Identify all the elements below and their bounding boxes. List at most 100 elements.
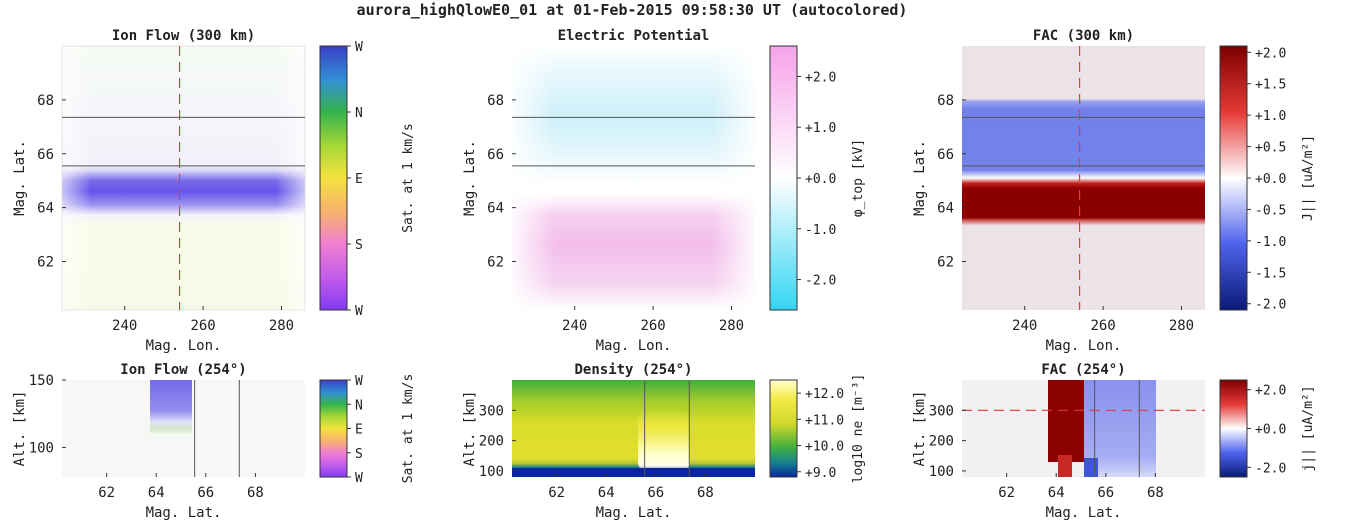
fac_bottom-cb-label: j|| [uA/m²] (1301, 385, 1316, 471)
fac_bottom-ylabel: Alt. [km] (912, 391, 928, 467)
fac_bottom-cb-tick-label: +2.0 (1255, 384, 1286, 399)
ionflow_top-xtick-label: 240 (112, 318, 137, 334)
density_bottom-cb-tick-label: +12.0 (805, 387, 844, 402)
ionflow_top-ylabel: Mag. Lat. (12, 140, 28, 216)
density_bottom-title: Density (254°) (574, 362, 692, 378)
potential-top-edge-fade (512, 46, 755, 310)
ionflow_bottom-xlabel: Mag. Lat. (146, 505, 222, 521)
potential_top-colorbar (769, 45, 798, 311)
fac_bottom-ytick-label: 200 (929, 434, 954, 450)
potential_top-cb-tick-label: -2.0 (805, 274, 836, 289)
density_bottom-cb-tick-label: +9.0 (805, 466, 836, 481)
chart-layer: 62 64 66 68 240 260 280 Ion Flow (300 km) Mag. L… (12, 28, 1316, 521)
ionflow_top-xtick-label: 280 (269, 318, 294, 334)
fac_top-xlabel: Mag. Lon. (1046, 338, 1122, 354)
potential_top-cb-label: φ_top [kV] (851, 139, 866, 217)
potential_top-ytick-label: 68 (487, 93, 504, 109)
fac_top-colorbar (1219, 45, 1248, 311)
fac_top-cb-tick-label: +2.0 (1255, 46, 1286, 61)
potential_top-ytick-label: 66 (487, 147, 504, 163)
density-bottom-floor (512, 468, 755, 477)
fac_top-cb-tick-label: +0.5 (1255, 141, 1286, 156)
ionflow_bottom-ytick-label: 100 (29, 440, 54, 456)
potential_top-xlabel: Mag. Lon. (596, 338, 672, 354)
ionflow_bottom-xtick-label: 64 (148, 485, 165, 501)
potential_top-xtick-label: 280 (719, 318, 744, 334)
ionflow_top-xlabel: Mag. Lon. (146, 338, 222, 354)
ionflow_bottom-xtick-label: 68 (247, 485, 264, 501)
ionflow_bottom-cb-tick-label: E (355, 423, 363, 438)
fac_top-ytick-label: 66 (937, 147, 954, 163)
density_bottom-xtick-label: 64 (598, 485, 615, 501)
density_bottom-cb-tick-label: +10.0 (805, 440, 844, 455)
ionflow_bottom-cb-tick-label: W (355, 374, 363, 389)
fac_top-cb-tick-label: -0.5 (1255, 203, 1286, 218)
fac_top-ytick-label: 62 (937, 255, 954, 271)
fac_top-cb-tick-label: +0.0 (1255, 172, 1286, 187)
potential_top-xtick-label: 260 (640, 318, 665, 334)
fac_top-cb-tick-label: -1.0 (1255, 235, 1286, 250)
ionflow_top-ytick-label: 66 (37, 147, 54, 163)
density_bottom-xtick-label: 66 (647, 485, 664, 501)
ionflow_bottom-cb-tick-label: S (355, 447, 363, 462)
ionflow_top-cb-tick-label: E (355, 172, 363, 187)
fac_top-ytick-label: 68 (937, 93, 954, 109)
density_bottom-cb-tick-label: +11.0 (805, 413, 844, 428)
fac_bottom-xtick-label: 62 (998, 485, 1015, 501)
density_bottom-colorbar (769, 379, 798, 478)
potential_top-ytick-label: 62 (487, 255, 504, 271)
potential_top-title: Electric Potential (558, 28, 710, 44)
fac_bottom-ytick-label: 300 (929, 403, 954, 419)
density-bottom-arc (638, 410, 690, 472)
panel-potential-top (512, 46, 755, 310)
fac_bottom-xtick-label: 68 (1147, 485, 1164, 501)
ionflow_top-ytick-label: 62 (37, 255, 54, 271)
fac-bottom-red (1048, 380, 1084, 462)
panel-density-bottom (512, 380, 755, 477)
fac_top-cb-label: J|| [uA/m²] (1301, 135, 1316, 221)
ionflow_bottom-xtick-label: 62 (98, 485, 115, 501)
density_bottom-ylabel: Alt. [km] (462, 391, 478, 467)
ionflow_bottom-xtick-label: 66 (197, 485, 214, 501)
ionflow_top-cb-tick-label: S (355, 238, 363, 253)
fac_bottom-ytick-label: 100 (929, 464, 954, 480)
ionflow_bottom-title: Ion Flow (254°) (120, 362, 246, 378)
fac_bottom-colorbar (1219, 379, 1248, 478)
fac_top-cb-tick-label: -1.5 (1255, 266, 1286, 281)
ionflow_bottom-colorbar (319, 379, 348, 478)
potential_top-xtick-label: 240 (562, 318, 587, 334)
fac_bottom-title: FAC (254°) (1041, 362, 1125, 378)
fac_top-xtick-label: 260 (1090, 318, 1115, 334)
ionflow_bottom-cb-tick-label: N (355, 398, 363, 413)
fac_bottom-xlabel: Mag. Lat. (1046, 505, 1122, 521)
ionflow_top-cb-label: Sat. at 1 km/s (401, 123, 416, 233)
ionflow_top-title: Ion Flow (300 km) (112, 28, 255, 44)
fac-top-field (962, 46, 1205, 310)
potential_top-cb-tick-label: +2.0 (805, 70, 836, 85)
fac-bottom-red-tail (1058, 455, 1072, 477)
ionflow_top-xtick-label: 260 (190, 318, 215, 334)
ionflow_top-colorbar (319, 45, 348, 311)
panel-ionflow-bottom (62, 380, 305, 477)
fac_top-xtick-label: 280 (1169, 318, 1194, 334)
density_bottom-cb-label: log10 ne [m⁻³] (851, 374, 866, 484)
density_bottom-ytick-label: 200 (479, 434, 504, 450)
potential_top-cb-tick-label: +1.0 (805, 121, 836, 136)
density_bottom-ytick-label: 300 (479, 403, 504, 419)
fac_top-cb-tick-label: +1.0 (1255, 109, 1286, 124)
fac-bottom-blue-tail (1084, 458, 1098, 477)
panel-fac-bottom (962, 380, 1205, 477)
density_bottom-xtick-label: 68 (697, 485, 714, 501)
ionflow_bottom-ylabel: Alt. [km] (12, 391, 28, 467)
potential_top-cb-tick-label: -1.0 (805, 223, 836, 238)
ionflow-top-frame (61, 45, 306, 311)
panel-fac-top (962, 46, 1205, 310)
ionflow_top-ytick-label: 68 (37, 93, 54, 109)
potential_top-cb-tick-label: +0.0 (805, 172, 836, 187)
fac_bottom-cb-tick-label: +0.0 (1255, 423, 1286, 438)
density_bottom-xlabel: Mag. Lat. (596, 505, 672, 521)
ionflow_bottom-ytick-label: 150 (29, 373, 54, 389)
panel-ionflow-top (61, 45, 306, 311)
ionflow_top-cb-tick-label: N (355, 106, 363, 121)
density_bottom-ytick-label: 100 (479, 464, 504, 480)
